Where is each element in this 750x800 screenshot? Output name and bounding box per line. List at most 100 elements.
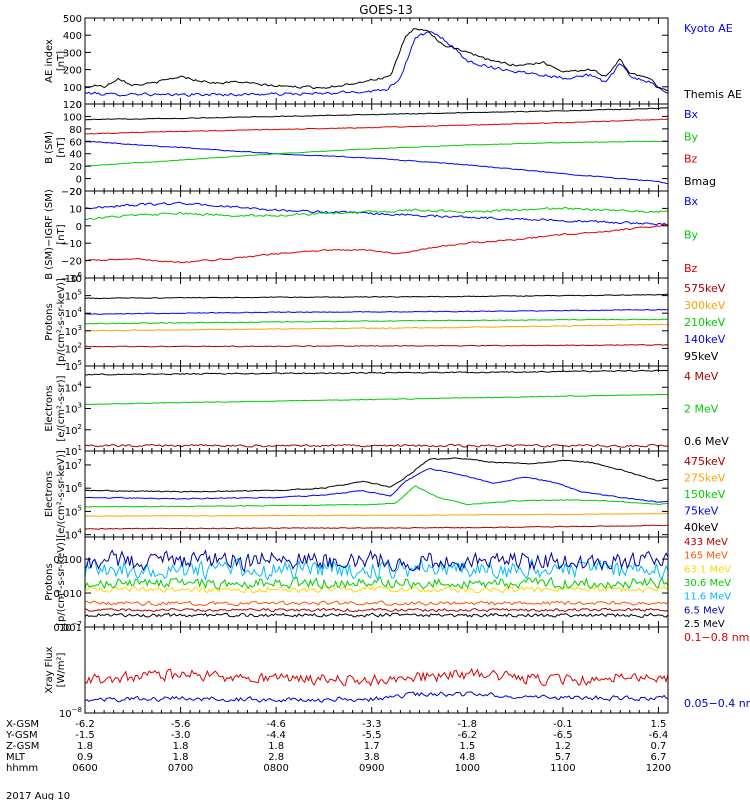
x-row-value: 4.8 (459, 752, 475, 763)
x-row-label: Z-GSM (6, 741, 39, 752)
x-row-value: 0600 (72, 763, 97, 774)
x-row-value: -6.2 (75, 719, 95, 730)
series-475kev (84, 524, 669, 530)
y-tick-label: 40 (69, 150, 82, 161)
legend-30-6-mev: 30.6 MeV (684, 578, 731, 589)
legend-themis-ae: Themis AE (683, 88, 742, 101)
y-tick-label: 60 (69, 137, 82, 148)
y-tick-label: 20 (69, 162, 82, 173)
y-tick-label: 10−7 (59, 620, 82, 634)
panel-xray: 10−8 10−7 Xray Flux [W/m²] 0.1−0.8 nm 0.05−0.… (44, 620, 750, 720)
x-row-value: 0700 (168, 763, 193, 774)
legend-75kev: 75keV (684, 505, 719, 518)
legend-4-mev: 4 MeV (684, 370, 719, 383)
y-tick-label: 104 (65, 306, 83, 320)
x-row-value: -1.8 (458, 719, 478, 730)
x-row-value: 1.2 (555, 741, 571, 752)
x-row-value: 2.8 (268, 752, 284, 763)
series-by (84, 206, 669, 221)
x-row-value: 1000 (455, 763, 480, 774)
series-bz (84, 223, 669, 264)
y-tick-label: 106 (65, 271, 83, 285)
y-tick-label: 103 (65, 402, 82, 416)
series-575kev (84, 293, 669, 299)
y-tick-label: 104 (65, 380, 83, 394)
series-0-1-0-8-nm (84, 667, 669, 687)
y-tick-label: 100 (63, 83, 82, 94)
x-row-value: 1.8 (173, 741, 189, 752)
series-0-6-mev (84, 369, 669, 376)
legend-bx: Bx (684, 108, 699, 121)
series-6-5-mev (84, 549, 669, 573)
y-tick-label: 107 (65, 458, 82, 472)
y-tick-label: 106 (65, 481, 83, 495)
y-axis-label: Electrons (44, 471, 55, 517)
series-2-mev (84, 393, 669, 406)
x-row-value: -1.5 (75, 730, 95, 741)
x-row-value: -6.5 (553, 730, 573, 741)
legend-2-5-mev: 2.5 MeV (684, 619, 725, 630)
y-tick-label: 200 (63, 66, 82, 77)
y-tick-label: 10 (69, 204, 82, 215)
legend-165-mev: 165 MeV (684, 551, 728, 562)
y-tick-label: 0 (76, 222, 82, 233)
legend-210kev: 210keV (684, 316, 726, 329)
y-tick-label: 105 (65, 359, 82, 373)
legend-2-mev: 2 MeV (684, 403, 719, 416)
y-tick-label: 120 (63, 100, 82, 111)
x-row-value: 3.8 (364, 752, 380, 763)
legend-0-6-mev: 0.6 MeV (684, 435, 729, 448)
y-tick-label: 100 (63, 112, 82, 123)
legend-140kev: 140keV (684, 333, 726, 346)
legend-95kev: 95keV (684, 350, 719, 363)
series-40kev (84, 457, 669, 493)
y-axis-unit: [nT] (56, 51, 67, 71)
y-axis-unit: [p/(cm²-s-sr-keV)] (56, 278, 67, 366)
y-axis-unit: [p/(cm²-s-sr-keV)] (56, 538, 67, 626)
panel-protons_kev: 102 103 104 105 106 Protons [p/(cm²-s-sr-keV)]… (44, 271, 726, 367)
legend-0-05-0-4-nm: 0.05−0.4 nm (684, 697, 750, 710)
legend-kyoto-ae: Kyoto AE (684, 22, 733, 35)
y-tick-label: 20 (69, 187, 82, 198)
legend-63-1-mev: 63.1 MeV (684, 564, 731, 575)
panel-frame (84, 365, 669, 452)
series-bx (84, 201, 669, 226)
y-tick-label: 400 (63, 31, 82, 42)
y-tick-label: 0 (76, 100, 82, 111)
legend-275kev: 275keV (684, 472, 726, 485)
x-row-value: 1.8 (173, 752, 189, 763)
legend-575kev: 575keV (684, 282, 726, 295)
series-11-6-mev (84, 557, 669, 582)
panel-electrons_mev: 101 102 103 104 105 Electrons [e/(cm²-s-sr)] 4 … (44, 359, 729, 458)
x-axis-table: X-GSM -6.2 -5.6 -4.6 -3.3 -1.8 -0.1 1.5 Y-GSM -1.… (5, 719, 671, 774)
x-row-label: hhmm (6, 763, 38, 774)
series-433-mev (84, 607, 669, 613)
panel-bigrf: −30 −20 −10 0 10 20 B (SM)−IGRF (SM) [nT] Bx By Bz (44, 187, 699, 285)
y-tick-label: −20 (61, 187, 82, 198)
series-63-1-mev (84, 585, 669, 594)
series-themis-ae (84, 28, 669, 92)
x-row-value: -5.6 (171, 719, 191, 730)
series-by (84, 140, 669, 167)
series-0-05-0-4-nm (84, 691, 669, 703)
y-axis-unit: [nT] (56, 137, 67, 157)
series-bmag (85, 107, 669, 121)
x-row-value: 0800 (263, 763, 288, 774)
y-tick-label: 105 (65, 504, 82, 518)
y-tick-label: 102 (65, 341, 82, 355)
legend-by: By (684, 229, 699, 242)
y-tick-label: −10 (61, 239, 82, 250)
series-bz (84, 118, 669, 135)
series-165-mev (84, 600, 669, 607)
x-row-value: -3.3 (362, 719, 382, 730)
y-axis-label: Protons (44, 303, 55, 340)
y-tick-label: 10−8 (59, 706, 82, 720)
x-row-value: 5.7 (555, 752, 571, 763)
series-210kev (84, 318, 669, 325)
legend-150kev: 150keV (684, 488, 726, 501)
series-275kev (84, 512, 669, 517)
y-axis-label: B (SM) (44, 131, 55, 164)
x-row-value: -6.2 (458, 730, 478, 741)
x-row-value: 1200 (646, 763, 671, 774)
